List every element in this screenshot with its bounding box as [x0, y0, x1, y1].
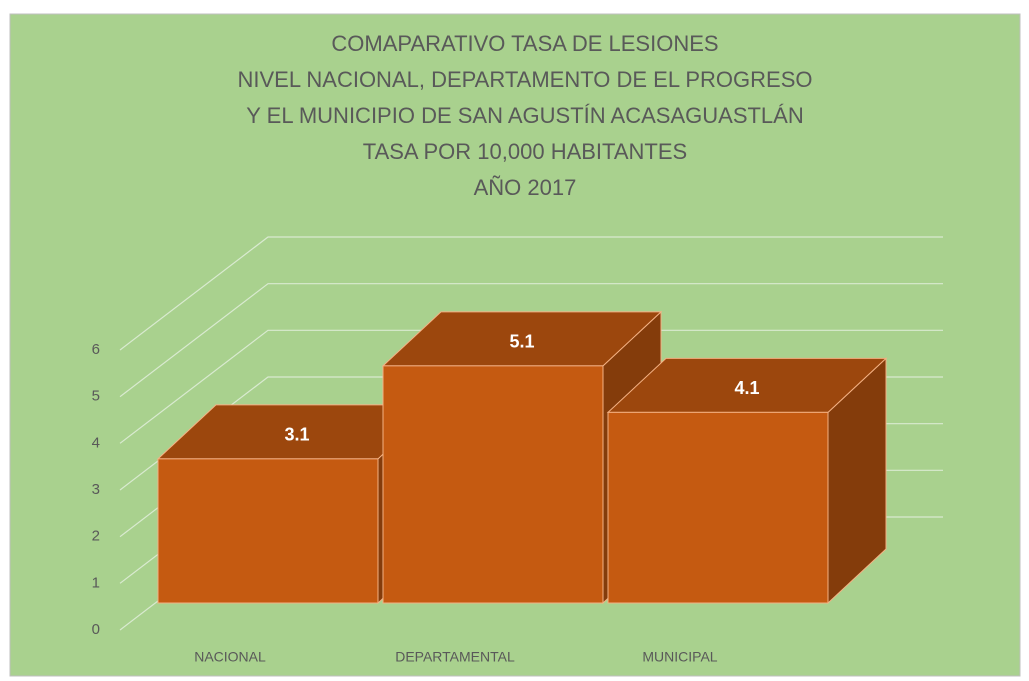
chart-title: NIVEL NACIONAL, DEPARTAMENTO DE EL PROGR…	[238, 67, 813, 92]
y-tick-label: 3	[92, 481, 100, 498]
y-tick-label: 6	[92, 341, 100, 358]
bar	[607, 411, 829, 604]
chart-title: TASA POR 10,000 HABITANTES	[363, 139, 687, 164]
x-tick-label: DEPARTAMENTAL	[395, 649, 515, 665]
grid-line	[119, 236, 943, 351]
y-tick-label: 1	[92, 574, 100, 591]
chart-title: AÑO 2017	[474, 175, 577, 200]
chart-title: Y EL MUNICIPIO DE SAN AGUSTÍN ACASAGUAST…	[246, 103, 803, 128]
data-label: 5.1	[509, 332, 534, 352]
y-tick-label: 0	[92, 621, 100, 638]
data-label: 3.1	[284, 425, 309, 445]
y-tick-label: 2	[92, 528, 100, 545]
y-tick-label: 4	[92, 434, 100, 451]
data-label: 4.1	[734, 378, 759, 398]
x-tick-label: MUNICIPAL	[642, 649, 717, 665]
x-tick-label: NACIONAL	[194, 649, 266, 665]
bar	[382, 365, 604, 604]
grid-line	[119, 329, 943, 444]
grid-line	[119, 283, 943, 398]
chart-title: COMAPARATIVO TASA DE LESIONES	[331, 31, 718, 56]
bar	[157, 458, 379, 604]
y-tick-label: 5	[92, 388, 100, 405]
